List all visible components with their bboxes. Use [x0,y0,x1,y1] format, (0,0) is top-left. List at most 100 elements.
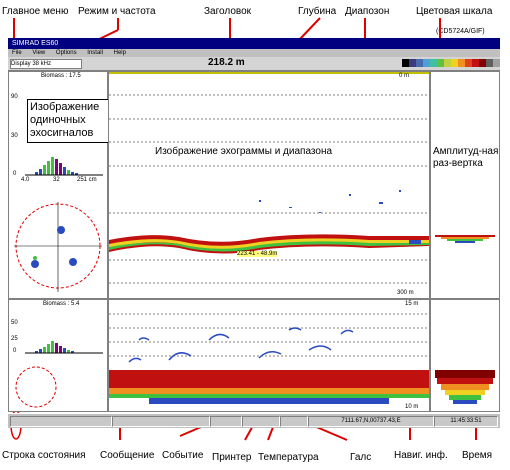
menu-item-options[interactable]: Options [55,50,77,56]
single-echo-panel-bottom: Biomass : 5.4 50 25 0 [8,299,108,412]
menu-item-install[interactable]: Install [87,50,103,56]
color-swatch[interactable] [437,59,444,67]
hist-xtick: 251 cm [77,177,97,183]
bottom-range-top-label: 15 m [405,301,419,307]
menu-item-file[interactable]: File [12,50,22,56]
callout-time: Время [462,450,493,461]
histogram-bar [63,348,66,353]
color-swatch[interactable] [493,59,500,67]
hist2-ytick: 25 [11,336,18,342]
bottom-range-bottom-label: 10 m [405,404,419,410]
hist2-ytick: 0 [13,348,17,354]
status-line-field [10,416,112,427]
callout-header: Заголовок [204,6,252,17]
hist-xtick: 4.0 [21,177,30,183]
amplitude-trace-top [435,235,495,243]
biomass-top: Biomass : 17.5 [41,73,81,79]
echogram-panel-top[interactable]: 0 m Изображение эхограммы и диапазона 22… [108,71,430,299]
color-swatch[interactable] [472,59,479,67]
window-title: SIMRAD ES60 [12,40,59,47]
depth-readout: 218.2 m [208,57,245,68]
single-echo-panel-top: Biomass : 17.5 90 30 0 Изображение одино… [8,71,109,299]
amplitude-label: Амплитуд-ная раз-вертка [433,146,499,169]
depth-marker: 223.41 - 48.9m [237,251,278,257]
histogram-bar [43,347,46,353]
color-swatch[interactable] [423,59,430,67]
color-swatch[interactable] [451,59,458,67]
histogram-bar [67,170,70,175]
amplitude-panel-bottom [430,299,500,412]
histogram-bar [67,350,70,353]
color-swatch[interactable] [402,59,409,67]
size-histogram-top [25,157,103,176]
callout-status-line: Строка состояния [2,450,86,461]
histogram-bar [35,172,38,175]
event-field[interactable] [210,416,242,427]
color-swatch[interactable] [430,59,437,67]
range-top-label: 0 m [399,73,410,79]
image-code: (CD5724A/GIF) [436,28,485,35]
echogram-panel-bottom[interactable]: 15 m 10 m [108,299,430,412]
nav-info-field: 7111.67,N,00737.43,E [308,416,434,427]
beam-position-plot-top [14,202,102,292]
histogram-bar [35,351,38,353]
range-bottom-label: 300 m [397,290,414,296]
menu-bar: File View Options Install Help [8,49,500,57]
biomass-bottom: Biomass : 5.4 [43,301,80,307]
callout-event: Событие [162,450,204,461]
color-scale[interactable] [402,59,500,67]
color-swatch[interactable] [409,59,416,67]
color-swatch[interactable] [416,59,423,67]
callout-depth: Глубина [298,6,337,17]
color-swatch[interactable] [479,59,486,67]
menu-item-help[interactable]: Help [113,50,126,56]
histogram-bar [39,169,42,175]
beam-position-plot-bottom [15,366,57,408]
histogram-bar [39,349,42,353]
size-histogram-bottom [25,341,103,354]
histogram-bar [59,163,62,175]
hist-ytick: 90 [11,94,18,100]
histogram-bar [51,157,54,175]
color-swatch[interactable] [486,59,493,67]
callout-nav-info: Навиг. инф. [394,450,448,461]
echogram-label: Изображение эхограммы и диапазона [155,146,333,157]
callout-message: Сообщение [100,450,155,461]
color-swatch[interactable] [444,59,451,67]
histogram-bar [43,165,46,175]
histogram-bar [55,159,58,175]
printer-field [242,416,280,427]
mode-frequency-select[interactable]: Display 38 kHz [10,59,82,69]
single-echo-label: Изображение одиночных эхосигналов [27,99,109,143]
callout-temperature: Температура [258,452,319,463]
hist-ytick: 30 [11,133,18,139]
histogram-bar [71,351,74,353]
hist2-ytick: 50 [11,320,18,326]
window-titlebar[interactable]: SIMRAD ES60 [8,38,500,49]
callout-mode-freq: Режим и частота [78,6,156,17]
histogram-bar [75,173,78,175]
color-swatch[interactable] [465,59,472,67]
temperature-field [280,416,308,427]
color-swatch[interactable] [458,59,465,67]
histogram-bar [55,343,58,353]
histogram-bar [47,344,50,353]
histogram-bar [47,161,50,175]
amplitude-panel-top: Амплитуд-ная раз-вертка [430,71,500,299]
echogram-top [109,72,429,284]
hist-xtick: 32 [53,177,60,183]
callout-main-menu: Главное меню [2,6,69,17]
callout-tack: Галс [350,452,372,463]
amplitude-trace-bottom [435,370,495,404]
callout-color-scale: Цветовая шкала [416,6,493,17]
histogram-bar [71,172,74,175]
toolbar: Display 38 kHz 218.2 m [8,57,500,71]
callout-printer: Принтер [212,452,252,463]
hist-ytick: 0 [13,171,17,177]
message-field [112,416,210,427]
histogram-bar [63,167,66,175]
menu-item-view[interactable]: View [32,50,46,56]
histogram-bar [59,346,62,353]
histogram-bar [51,341,54,353]
status-bar: 7111.67,N,00737.43,E 11:45:33:51 [8,413,500,428]
